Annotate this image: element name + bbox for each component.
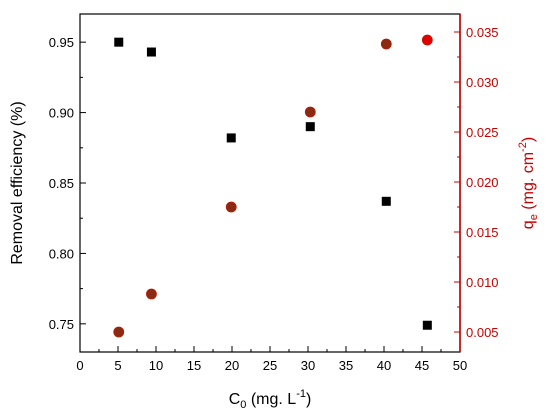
x-tick-label: 30 <box>301 358 315 373</box>
x-title-end: ) <box>306 391 311 408</box>
yr-title-rest: (mg. cm <box>520 152 537 214</box>
y-right-tick-label: 0.020 <box>466 175 499 190</box>
right-y-axis-title: qe (mg. cm-2) <box>517 137 540 229</box>
left-series-point <box>114 37 124 47</box>
y-right-tick-label: 0.025 <box>466 125 499 140</box>
x-tick-label: 20 <box>225 358 239 373</box>
y-right-tick-label: 0.035 <box>466 25 499 40</box>
right-series-point <box>304 106 316 118</box>
y-right-tick-label: 0.030 <box>466 75 499 90</box>
ticks-layer: 0 5 10 15 20 25 30 35 40 45 50 0.75 0.80 0.85 0.90 0.95… <box>49 25 499 373</box>
x-tick-label: 50 <box>453 358 467 373</box>
points-layer <box>113 34 433 338</box>
right-series-point <box>421 34 433 46</box>
left-series-point <box>226 133 236 143</box>
left-series-point <box>422 320 432 330</box>
y-right-tick-label: 0.015 <box>466 225 499 240</box>
right-series-point <box>113 326 125 338</box>
y-left-tick-label: 0.85 <box>49 176 74 191</box>
left-series-point <box>381 196 391 206</box>
left-series-point <box>146 47 156 57</box>
x-tick-label: 40 <box>377 358 391 373</box>
right-series-point <box>146 288 157 300</box>
x-tick-label: 45 <box>415 358 429 373</box>
x-axis-title: C0 (mg. L-1) <box>229 388 312 411</box>
left-series-point <box>305 122 315 132</box>
x-tick-label: 25 <box>263 358 277 373</box>
yr-title-sup: -2 <box>517 142 529 152</box>
plot-frame <box>79 13 461 353</box>
y-left-tick-label: 0.90 <box>49 106 74 121</box>
y-left-tick-label: 0.95 <box>49 35 74 50</box>
x-title-rest: (mg. L <box>246 391 296 408</box>
x-tick-label: 5 <box>114 358 121 373</box>
x-tick-label: 0 <box>76 358 83 373</box>
x-tick-label: 35 <box>339 358 353 373</box>
x-title-main: C <box>229 391 241 408</box>
left-y-axis-title: Removal efficiency (%) <box>9 101 26 264</box>
right-series-point <box>380 38 392 50</box>
y-left-tick-label: 0.80 <box>49 246 74 261</box>
x-tick-label: 15 <box>187 358 201 373</box>
y-right-tick-label: 0.010 <box>466 275 499 290</box>
y-left-tick-label: 0.75 <box>49 317 74 332</box>
x-tick-label: 10 <box>149 358 163 373</box>
yr-title-sub: e <box>528 214 540 220</box>
yr-title-end: ) <box>520 137 537 142</box>
yr-title-main: q <box>520 220 537 229</box>
y-right-tick-label: 0.005 <box>466 325 499 340</box>
right-series-point <box>225 201 237 213</box>
x-title-sup: -1 <box>296 388 306 400</box>
x-title-sub: 0 <box>240 399 246 411</box>
